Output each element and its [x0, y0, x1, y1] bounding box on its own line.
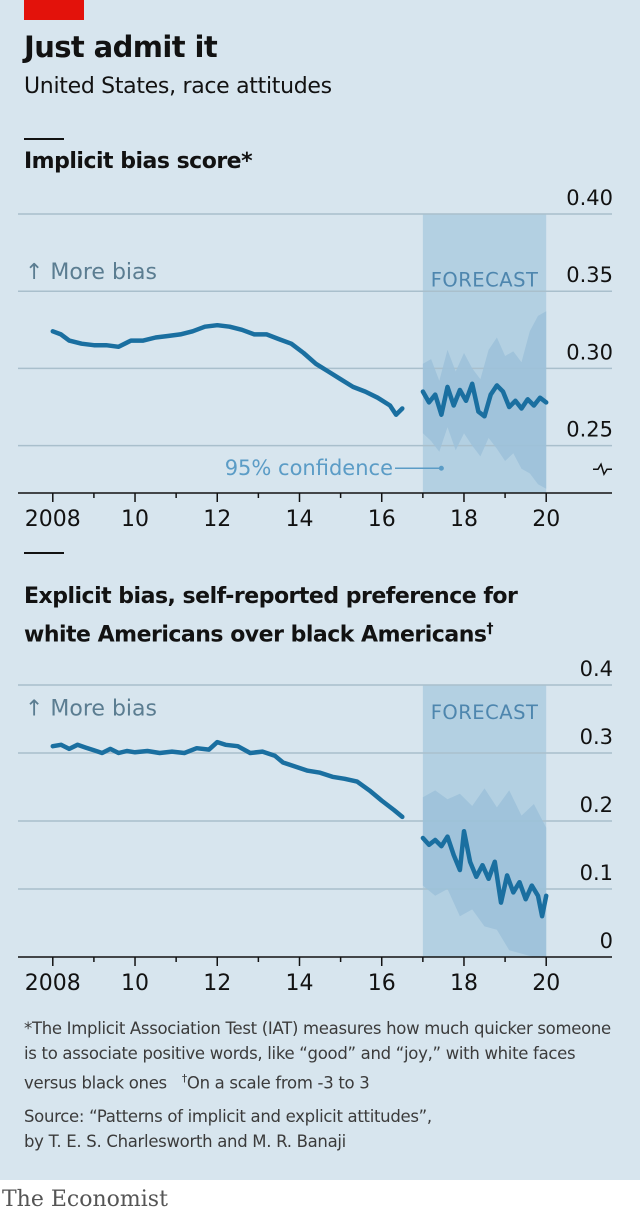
panel2-title-line1: Explicit bias, self-reported preference … — [24, 584, 518, 609]
observed-line — [50, 739, 405, 820]
y-tick-label: 0.1 — [580, 861, 613, 885]
confidence-area — [422, 311, 547, 489]
forecast-label: FORECAST — [431, 269, 539, 292]
panel2-title-line2-text: white Americans over black Americans — [24, 622, 487, 648]
x-tick-label: 20 — [532, 971, 560, 996]
x-tick-label: 10 — [121, 971, 149, 996]
source: Source: “Patterns of implicit and explic… — [24, 1104, 624, 1154]
x-tick-label: 2008 — [25, 507, 81, 532]
x-tick-label: 2008 — [25, 971, 81, 996]
y-tick-label: 0.35 — [566, 263, 613, 287]
x-tick-label: 10 — [121, 507, 149, 532]
footnote: *The Implicit Association Test (IAT) mea… — [24, 1016, 624, 1096]
direction-label: ↑ More bias — [25, 697, 157, 722]
x-tick-label: 16 — [368, 971, 396, 996]
y-tick-label: 0.4 — [580, 657, 613, 681]
forecast-line — [420, 381, 549, 419]
x-tick-label: 20 — [532, 507, 560, 532]
y-tick-label: 0 — [600, 929, 613, 953]
panel1-title: Implicit bias score* — [24, 149, 253, 174]
panel2-rule — [24, 552, 64, 554]
panel2-title-mark: † — [486, 621, 493, 637]
chart-title: Just admit it — [24, 30, 218, 64]
implicit-bias-chart: 2008 10 12 14 16 18 20 0.25 0.30 0.35 0.40 ↑ More b… — [18, 186, 613, 532]
confidence-label: 95% confidence — [225, 456, 393, 480]
observed-line — [50, 322, 405, 417]
y-tick-label: 0.40 — [566, 186, 613, 210]
panel2-title-line2: white Americans over black Americans† — [24, 613, 517, 651]
x-tick-label: 14 — [285, 971, 313, 996]
forecast-label: FORECAST — [431, 701, 539, 724]
explicit-bias-chart: 2008 10 12 14 16 18 20 0 0.1 0.2 0.3 0.4 ↑ More bias… — [18, 657, 613, 996]
x-tick-label: 16 — [368, 507, 396, 532]
x-tick-label: 14 — [285, 507, 313, 532]
forecast-line — [420, 828, 549, 919]
source-line1: Source: “Patterns of implicit and explic… — [24, 1107, 432, 1126]
chart-card: Just admit it United States, race attitu… — [0, 0, 640, 1180]
x-tick-label: 12 — [203, 507, 231, 532]
x-tick-label: 18 — [450, 971, 478, 996]
source-line2: by T. E. S. Charlesworth and M. R. Banaj… — [24, 1132, 346, 1151]
x-tick-label: 12 — [203, 971, 231, 996]
y-tick-label: 0.30 — [566, 340, 613, 364]
axis-break-icon — [593, 462, 612, 477]
confidence-leader-dot — [438, 465, 444, 471]
y-tick-label: 0.2 — [580, 793, 613, 817]
chart-subtitle: United States, race attitudes — [24, 74, 332, 99]
x-tick-label: 18 — [450, 507, 478, 532]
brand-logo: The Economist — [2, 1187, 168, 1212]
footnote-scale: On a scale from -3 to 3 — [186, 1073, 370, 1093]
red-tag — [24, 0, 84, 20]
panel2-title: Explicit bias, self-reported preference … — [24, 580, 518, 651]
footnote-text: *The Implicit Association Test (IAT) mea… — [24, 1019, 611, 1093]
y-tick-label: 0.3 — [580, 725, 613, 749]
footnote-mark: † — [181, 1072, 188, 1085]
panel1-rule — [24, 138, 64, 140]
direction-label: ↑ More bias — [25, 260, 157, 285]
y-tick-label: 0.25 — [566, 418, 613, 442]
